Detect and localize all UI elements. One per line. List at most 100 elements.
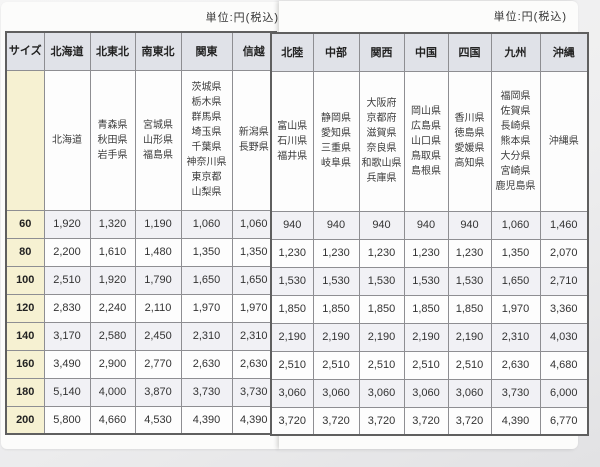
price-cell: 2,450 [134, 321, 182, 351]
col-header-hokkaido: 北海道 [43, 31, 91, 71]
price-cell: 4,680 [539, 350, 589, 380]
price-cell: 2,190 [270, 322, 314, 352]
price-cell: 1,850 [270, 294, 314, 324]
price-cell: 2,240 [89, 293, 136, 323]
price-cell: 940 [403, 210, 449, 240]
price-cell: 940 [358, 210, 405, 240]
prefecture-list: 宮城県 山形県 福島県 [134, 69, 182, 211]
price-cell: 3,170 [43, 321, 91, 351]
price-cell: 2,510 [43, 265, 91, 295]
price-cell: 2,190 [312, 322, 360, 352]
col-header-kanto: 関東 [180, 31, 233, 71]
price-cell: 3,720 [312, 406, 360, 436]
prefecture-row: 北海道 青森県 秋田県 岩手県 宮城県 山形県 福島県 茨城県 栃木県 群馬県 … [5, 69, 277, 211]
price-cell: 1,850 [403, 294, 449, 324]
price-cell: 4,000 [89, 377, 136, 407]
prefecture-list: 香川県 徳島県 愛媛県 高知県 [447, 70, 492, 212]
size-label: 60 [5, 209, 45, 239]
price-cell: 2,630 [231, 349, 277, 379]
price-cell: 4,530 [134, 405, 182, 435]
prefecture-list: 静岡県 愛知県 三重県 岐阜県 [312, 70, 360, 212]
left-photo-panel: 単位:円(税込) サイズ 北海道 北東北 南東北 関東 信越 北海道 青森県 秋… [1, 2, 279, 449]
prefecture-list: 岡山県 広島県 山口県 鳥取県 島根県 [403, 70, 449, 212]
price-cell: 3,730 [180, 377, 233, 407]
price-cell: 5,140 [43, 377, 91, 407]
price-cell: 2,630 [490, 350, 541, 380]
price-cell: 940 [447, 210, 492, 240]
price-cell: 2,190 [358, 322, 405, 352]
price-cell: 1,350 [180, 237, 233, 267]
price-cell: 2,510 [358, 350, 405, 380]
shipping-rate-table-right: 北陸 中部 関西 中国 四国 九州 沖縄 富山県 石川県 福井県 静岡県 愛知県… [270, 32, 589, 436]
table-row-size-180: 3,060 3,060 3,060 3,060 3,060 3,730 6,00… [270, 378, 589, 408]
price-cell: 1,970 [490, 294, 541, 324]
table-row-size-160: 160 3,490 2,900 2,770 2,630 2,630 [5, 349, 277, 379]
price-cell: 4,390 [490, 406, 541, 436]
price-cell: 6,770 [539, 406, 589, 436]
price-cell: 1,530 [358, 266, 405, 296]
prefecture-list: 沖縄県 [539, 70, 589, 212]
price-cell: 1,190 [134, 209, 182, 239]
price-cell: 5,800 [43, 405, 91, 435]
price-cell: 2,190 [447, 322, 492, 352]
header-row: サイズ 北海道 北東北 南東北 関東 信越 [5, 31, 277, 71]
size-label: 80 [5, 237, 45, 267]
price-cell: 1,970 [180, 293, 233, 323]
price-cell: 2,510 [447, 350, 492, 380]
size-label: 160 [5, 349, 45, 379]
col-header-chubu: 中部 [312, 32, 360, 72]
prefecture-list: 大阪府 京都府 滋賀県 奈良県 和歌山県 兵庫県 [358, 70, 405, 212]
unit-label-left: 単位:円(税込) [205, 12, 279, 24]
size-column-header: サイズ [5, 31, 45, 71]
price-cell: 1,530 [270, 266, 314, 296]
price-cell: 3,720 [447, 406, 492, 436]
price-cell: 1,230 [447, 238, 492, 268]
price-cell: 3,060 [403, 378, 449, 408]
price-cell: 2,630 [180, 349, 233, 379]
price-cell: 1,230 [403, 238, 449, 268]
table-row-size-80: 80 2,200 1,610 1,480 1,350 1,350 [5, 237, 277, 267]
price-cell: 2,510 [270, 350, 314, 380]
price-cell: 1,850 [447, 294, 492, 324]
table-row-size-180: 180 5,140 4,000 3,870 3,730 3,730 [5, 377, 277, 407]
prefecture-list: 富山県 石川県 福井県 [270, 70, 314, 212]
price-cell: 3,360 [539, 294, 589, 324]
price-cell: 3,730 [490, 378, 541, 408]
price-cell: 2,190 [403, 322, 449, 352]
size-label: 120 [5, 293, 45, 323]
price-cell: 1,920 [89, 265, 136, 295]
price-cell: 3,870 [134, 377, 182, 407]
price-cell: 1,650 [180, 265, 233, 295]
price-cell: 3,490 [43, 349, 91, 379]
table-row-size-120: 1,850 1,850 1,850 1,850 1,850 1,970 3,36… [270, 294, 589, 324]
table-row-size-100: 100 2,510 1,920 1,790 1,650 1,650 [5, 265, 277, 295]
table-row-size-160: 2,510 2,510 2,510 2,510 2,510 2,630 4,68… [270, 350, 589, 380]
prefecture-list: 福岡県 佐賀県 長崎県 熊本県 大分県 宮崎県 鹿児島県 [490, 70, 541, 212]
table-row-size-120: 120 2,830 2,240 2,110 1,970 1,970 [5, 293, 277, 323]
price-cell: 1,920 [43, 209, 91, 239]
col-header-okinawa: 沖縄 [539, 32, 589, 72]
price-cell: 1,480 [134, 237, 182, 267]
col-header-hokuriku: 北陸 [270, 32, 314, 72]
price-cell: 1,610 [89, 237, 136, 267]
price-cell: 1,320 [89, 209, 136, 239]
price-cell: 1,850 [358, 294, 405, 324]
price-cell: 6,000 [539, 378, 589, 408]
price-cell: 1,530 [312, 266, 360, 296]
right-photo-panel: 単位:円(税込) 北陸 中部 関西 中国 四国 九州 沖縄 富山県 石川県 福井… [270, 1, 589, 449]
price-cell: 3,060 [270, 378, 314, 408]
price-cell: 4,390 [180, 405, 233, 435]
price-cell: 1,060 [180, 209, 233, 239]
prefecture-list: 茨城県 栃木県 群馬県 埼玉県 千葉県 神奈川県 東京都 山梨県 [180, 69, 233, 211]
price-cell: 2,710 [539, 266, 589, 296]
price-cell: 2,070 [539, 238, 589, 268]
price-cell: 2,830 [43, 293, 91, 323]
size-label: 180 [5, 377, 45, 407]
price-cell: 1,790 [134, 265, 182, 295]
price-cell: 1,850 [312, 294, 360, 324]
col-header-kitatohoku: 北東北 [89, 31, 136, 71]
price-cell: 3,060 [358, 378, 405, 408]
size-column-blank [5, 69, 45, 211]
table-row-size-60: 940 940 940 940 940 1,060 1,460 [270, 210, 589, 240]
